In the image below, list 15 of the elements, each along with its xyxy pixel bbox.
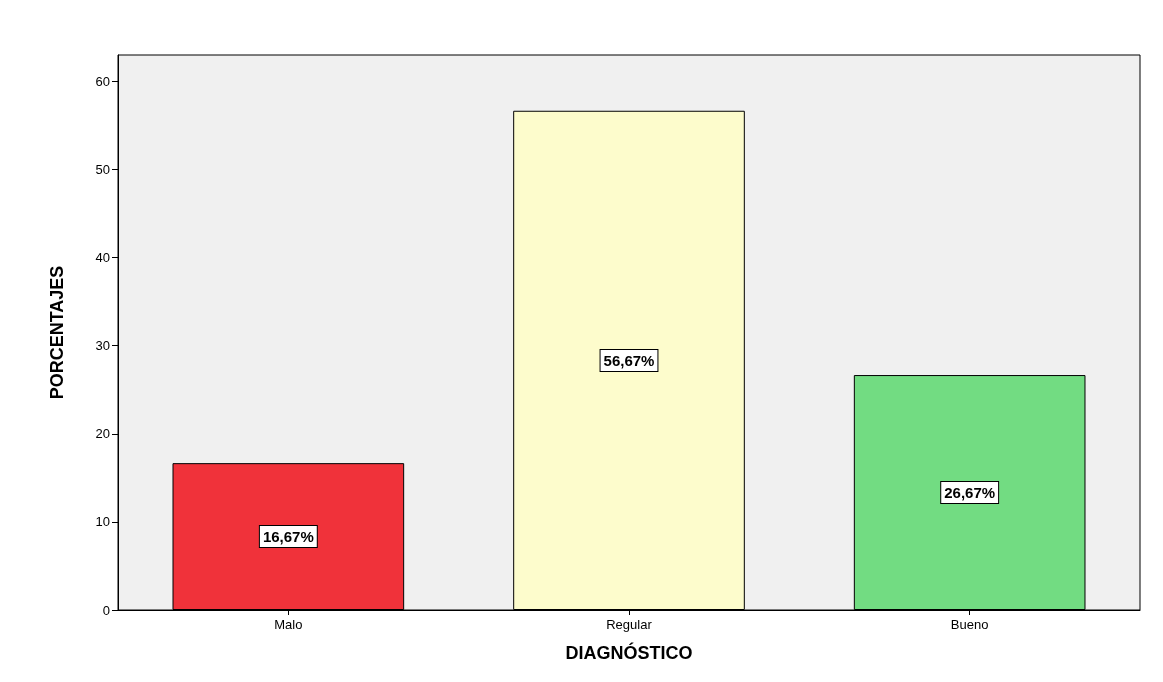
y-tick-label: 20 bbox=[95, 426, 110, 442]
y-tick-label: 0 bbox=[102, 602, 110, 618]
y-axis-title: PORCENTAJES bbox=[47, 265, 67, 400]
y-tick-label: 40 bbox=[95, 250, 110, 266]
x-axis-title: DIAGNÓSTICO bbox=[565, 642, 693, 663]
y-tick-label: 50 bbox=[95, 162, 110, 178]
x-tick-label: Regular bbox=[606, 617, 653, 632]
y-tick-label: 30 bbox=[95, 338, 110, 354]
data-label: 26,67% bbox=[944, 484, 996, 502]
x-tick-label: Bueno bbox=[950, 617, 989, 632]
data-label: 56,67% bbox=[603, 351, 655, 369]
data-label: 16,67% bbox=[262, 528, 314, 546]
x-tick-label: Malo bbox=[274, 617, 303, 632]
y-tick-label: 10 bbox=[95, 514, 110, 530]
y-tick-label: 60 bbox=[95, 73, 110, 89]
